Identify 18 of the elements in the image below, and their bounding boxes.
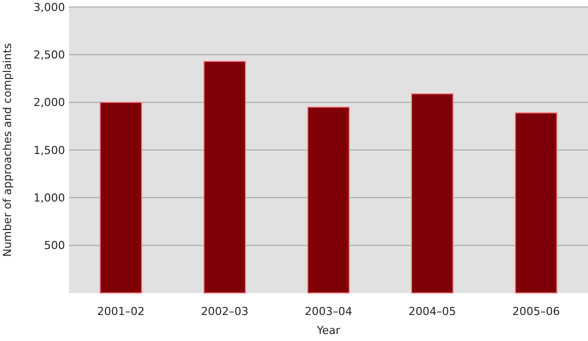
y-tick-label: 3,000 <box>34 0 65 14</box>
bar <box>411 93 454 294</box>
bar <box>514 112 558 294</box>
x-tick-label: 2005–06 <box>512 305 560 318</box>
bar <box>203 60 246 294</box>
y-tick-label: 1,500 <box>34 144 65 157</box>
x-tick-label: 2004–05 <box>408 305 456 318</box>
y-tick-label: 2,500 <box>34 48 65 62</box>
x-axis-title: Year <box>316 324 341 337</box>
bar <box>100 102 142 294</box>
y-tick-label: 1,000 <box>34 192 65 205</box>
y-axis-title: Number of approaches and complaints <box>1 42 14 257</box>
y-tick-label: 2,000 <box>34 96 65 110</box>
x-tick-label: 2002–03 <box>200 305 248 318</box>
x-tick-label: 2001–02 <box>97 305 145 318</box>
x-tick-label: 2003–04 <box>304 305 352 318</box>
y-tick-label: 500 <box>44 239 65 252</box>
bar <box>307 106 350 294</box>
